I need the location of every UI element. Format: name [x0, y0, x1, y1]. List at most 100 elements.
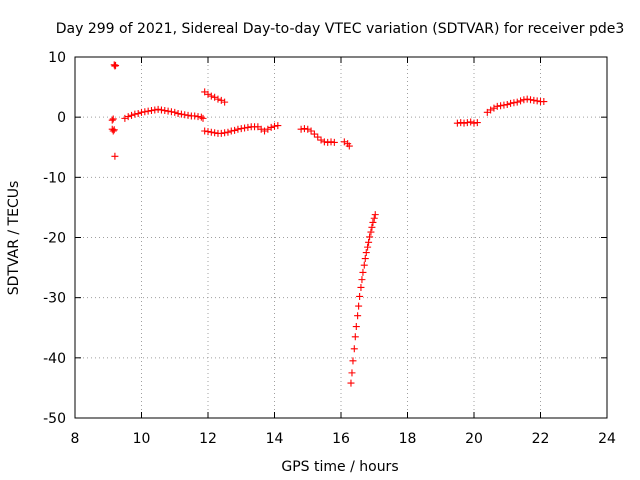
data-point: [167, 108, 175, 116]
data-point: [267, 123, 275, 131]
data-point: [310, 130, 318, 138]
x-tick-label: 20: [465, 431, 483, 447]
data-point: [141, 108, 149, 116]
data-point: [530, 96, 538, 104]
data-point: [154, 105, 162, 113]
data-point: [314, 133, 322, 141]
x-tick-label: 24: [598, 431, 616, 447]
data-point: [513, 98, 521, 106]
x-tick-label: 10: [133, 431, 151, 447]
data-point: [231, 126, 239, 134]
y-tick-label: -50: [43, 411, 66, 427]
data-point: [345, 142, 353, 150]
data-point: [362, 249, 370, 257]
data-point: [112, 61, 120, 69]
data-point: [124, 113, 132, 121]
data-point: [237, 125, 245, 133]
data-point: [347, 379, 355, 387]
x-tick-label: 14: [266, 431, 284, 447]
data-point: [207, 92, 215, 100]
data-point: [234, 125, 242, 133]
x-tick-label: 12: [199, 431, 217, 447]
data-point: [527, 96, 535, 104]
plot-frame: [74, 56, 608, 419]
data-point: [500, 101, 508, 109]
y-tick-label: 10: [48, 50, 66, 66]
x-tick-label: 22: [532, 431, 550, 447]
axis-ticks: 8 10 12 14 16 18 20 22 24 -50 -40 -30 -20 -10 0 10: [43, 50, 616, 447]
data-point: [271, 122, 278, 130]
data-point: [307, 127, 315, 135]
data-point: [348, 369, 356, 377]
data-point: [111, 62, 119, 70]
data-point: [128, 111, 136, 119]
y-tick-label: 0: [57, 110, 66, 126]
data-point: [317, 136, 325, 144]
data-point: [360, 261, 368, 269]
data-point: [467, 118, 475, 126]
y-tick-label: -40: [43, 351, 66, 367]
data-point: [533, 97, 541, 105]
data-point: [351, 333, 359, 341]
y-tick-label: -20: [43, 231, 66, 247]
data-point: [109, 115, 117, 123]
data-point: [340, 138, 348, 146]
data-point: [157, 106, 165, 114]
data-point: [138, 108, 145, 116]
data-point: [304, 125, 312, 133]
data-point: [356, 292, 364, 300]
data-point: [144, 107, 152, 115]
data-point: [197, 113, 205, 121]
data-point: [300, 125, 308, 133]
data-point: [121, 114, 129, 122]
data-point: [191, 112, 199, 120]
data-point: [134, 110, 142, 118]
data-point: [366, 233, 374, 241]
data-point: [463, 119, 471, 127]
data-point: [211, 93, 219, 101]
data-point: [460, 119, 468, 127]
data-point: [244, 123, 252, 131]
data-point: [261, 127, 269, 135]
data-point: [264, 125, 272, 133]
data-point: [354, 312, 362, 320]
data-point: [358, 276, 366, 284]
data-point: [110, 126, 118, 134]
data-point: [147, 107, 155, 115]
data-point: [371, 211, 379, 219]
data-point: [324, 138, 332, 146]
y-axis-label: SDTVAR / TECUs: [6, 181, 22, 296]
data-point: [367, 228, 375, 236]
data-point: [473, 119, 481, 127]
data-point: [221, 129, 229, 137]
grid: [75, 57, 607, 418]
data-point: [217, 129, 225, 137]
data-point: [453, 119, 461, 127]
data-point: [349, 357, 357, 365]
data-point: [201, 127, 209, 135]
data-point: [370, 214, 378, 222]
data-point: [510, 99, 518, 107]
data-point: [457, 119, 465, 127]
data-point: [207, 128, 215, 136]
y-tick-label: -30: [43, 291, 66, 307]
data-point: [241, 124, 249, 132]
data-point: [161, 107, 169, 115]
data-point: [227, 127, 235, 135]
data-point: [194, 113, 202, 121]
data-point: [369, 218, 377, 226]
data-point: [217, 96, 225, 104]
data-point: [503, 101, 511, 109]
x-axis-label: GPS time / hours: [281, 459, 398, 475]
data-point: [110, 61, 118, 69]
data-point: [523, 95, 531, 103]
data-point: [320, 138, 328, 146]
data-point: [177, 110, 185, 118]
data-point: [151, 106, 159, 114]
data-point: [174, 110, 182, 118]
data-point: [330, 138, 338, 146]
data-point: [540, 98, 548, 106]
x-tick-label: 18: [399, 431, 417, 447]
data-point: [108, 116, 116, 124]
